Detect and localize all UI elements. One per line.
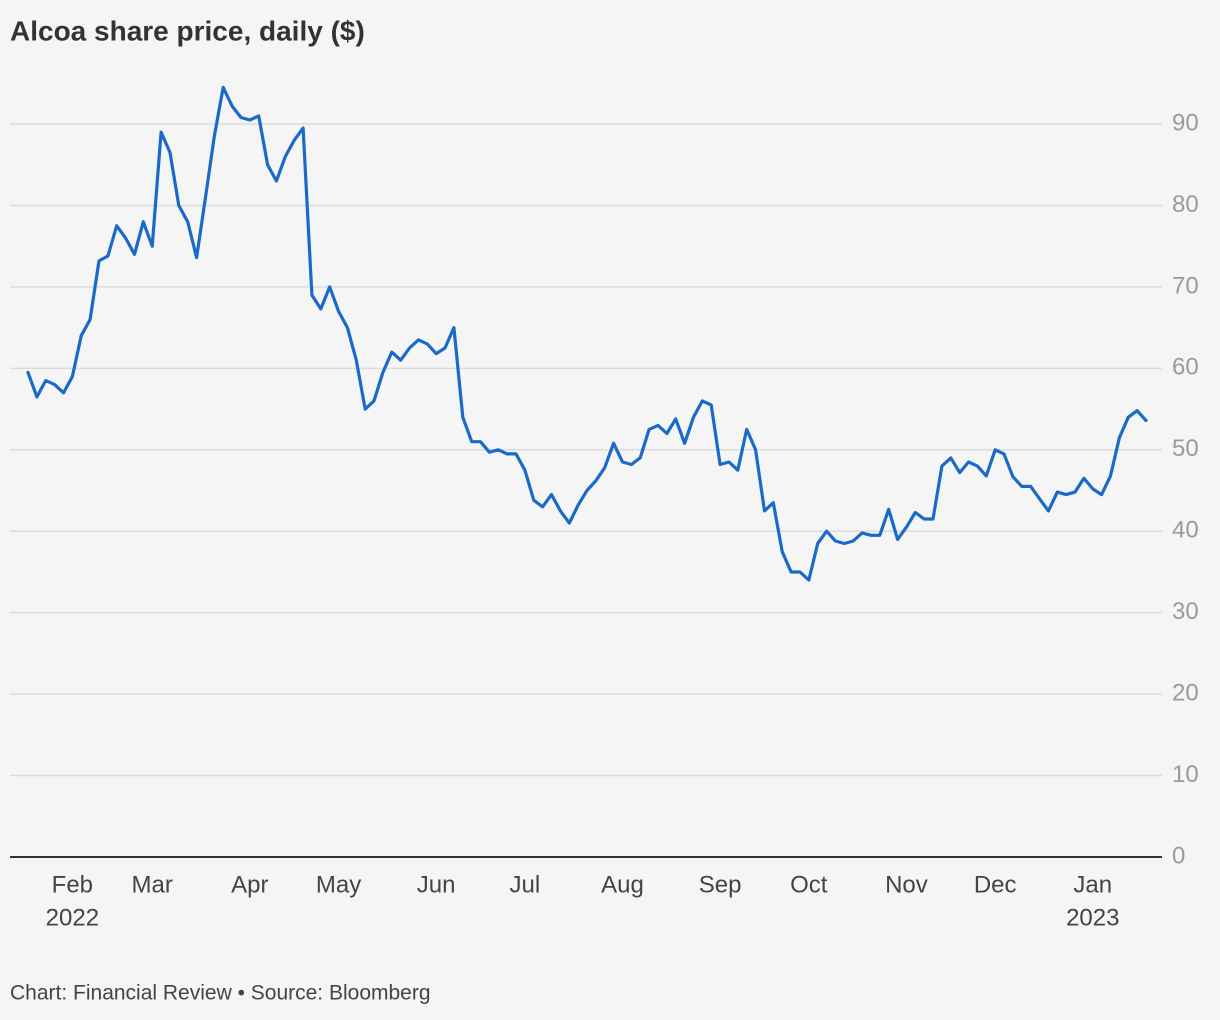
x-tick-label: Mar: [132, 871, 173, 898]
y-tick-label: 10: [1172, 761, 1199, 788]
x-tick-label: Jun: [417, 871, 456, 898]
y-tick-label: 50: [1172, 435, 1199, 462]
y-tick-label: 40: [1172, 517, 1199, 544]
x-tick-label: Apr: [231, 871, 268, 898]
x-year-label: 2022: [46, 904, 99, 931]
price-line: [26, 85, 1148, 582]
y-tick-label: 80: [1172, 191, 1199, 218]
y-tick-label: 20: [1172, 679, 1199, 706]
x-year-label: 2023: [1066, 904, 1119, 931]
y-tick-label: 0: [1172, 842, 1185, 869]
x-tick-label: May: [316, 871, 361, 898]
y-tick-label: 70: [1172, 272, 1199, 299]
y-tick-label: 60: [1172, 354, 1199, 381]
chart-title: Alcoa share price, daily ($): [10, 15, 365, 46]
x-tick-label: Jan: [1073, 871, 1112, 898]
source-note: Chart: Financial Review • Source: Bloomb…: [10, 982, 431, 1005]
x-tick-label: Sep: [699, 871, 742, 898]
x-tick-label: Aug: [601, 871, 644, 898]
y-tick-label: 90: [1172, 109, 1199, 136]
x-tick-label: Feb: [52, 871, 93, 898]
x-tick-label: Jul: [510, 871, 541, 898]
x-tick-label: Nov: [885, 871, 928, 898]
y-tick-label: 30: [1172, 598, 1199, 625]
x-tick-label: Dec: [974, 871, 1017, 898]
x-tick-label: Oct: [790, 871, 828, 898]
